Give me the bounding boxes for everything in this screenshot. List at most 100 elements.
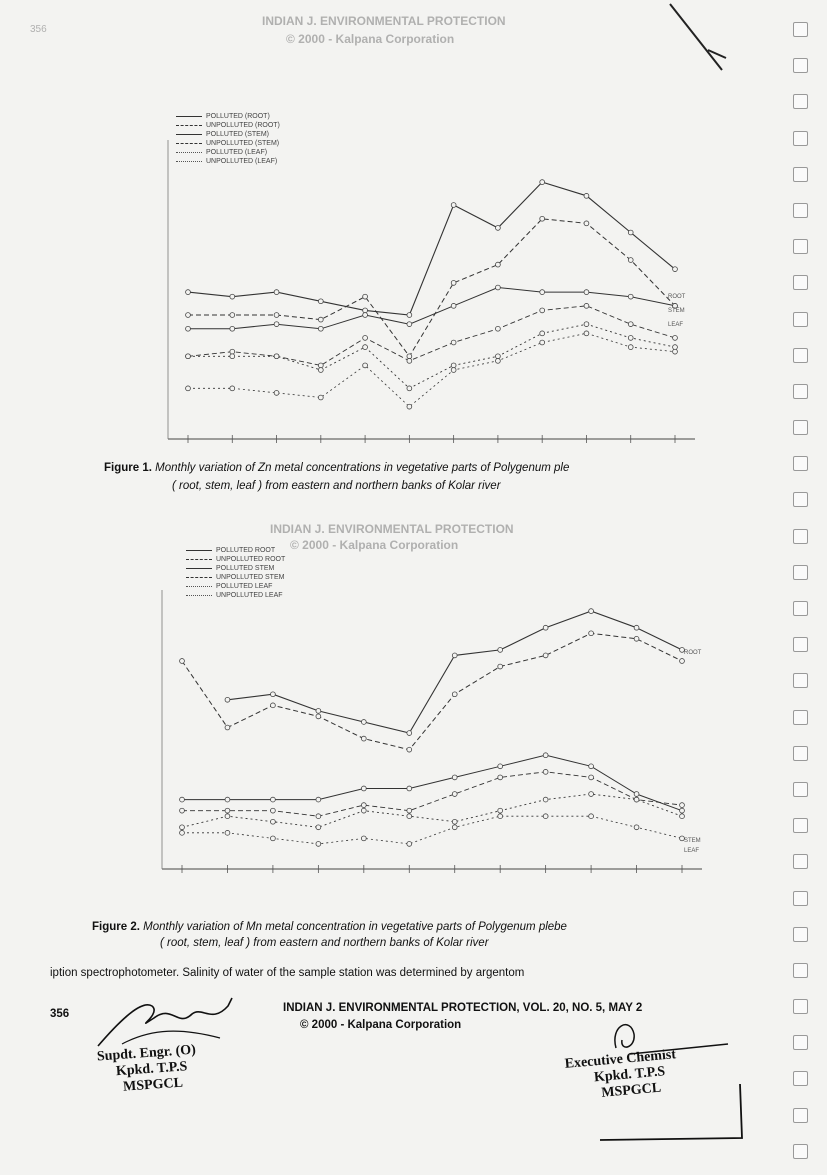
figure2-caption-text: Monthly variation of Mn metal concentrat… (143, 921, 567, 933)
binder-hole (793, 999, 808, 1015)
legend-label: UNPOLLUTED (STEM) (206, 140, 280, 147)
data-point (627, 344, 634, 350)
data-point (362, 362, 368, 369)
right-label: STEM (684, 838, 701, 844)
data-point (406, 746, 413, 753)
data-point (318, 298, 324, 305)
data-point (679, 647, 685, 653)
binder-hole (793, 601, 808, 616)
legend-label: UNPOLLUTED STEM (216, 574, 285, 581)
data-point (497, 763, 503, 770)
pen-mark (669, 3, 727, 71)
figure2-caption-label: Figure 2. (92, 921, 140, 933)
data-point (450, 367, 457, 373)
legend-item: UNPOLLUTED ROOT (186, 555, 285, 564)
legend-item: POLLUTED (ROOT) (176, 112, 280, 121)
legend-label: POLLUTED LEAF (216, 583, 273, 590)
data-point (495, 225, 501, 231)
data-point (270, 796, 276, 803)
data-point (450, 303, 457, 309)
binder-hole (793, 311, 808, 327)
figure2-chart (161, 590, 702, 873)
figure1-caption-text: Monthly variation of Zn metal concentrat… (155, 462, 570, 474)
data-point (362, 335, 368, 341)
figure2-legend: POLLUTED ROOT UNPOLLUTED ROOT POLLUTED S… (186, 546, 285, 600)
binder-hole (793, 564, 808, 580)
data-point (318, 367, 324, 373)
data-point (273, 321, 280, 327)
data-point (406, 785, 413, 792)
binder-hole (793, 673, 808, 689)
series-line (188, 332, 676, 408)
data-point (318, 325, 324, 332)
data-point (672, 348, 678, 355)
data-point (633, 636, 640, 642)
data-point (229, 353, 236, 360)
right-label: STEM (668, 308, 685, 314)
binder-hole (793, 275, 808, 291)
data-point (318, 316, 324, 323)
binder-hole (793, 781, 808, 797)
binder-hole (793, 456, 808, 472)
binder-hole (793, 492, 808, 508)
data-point (542, 752, 549, 759)
data-point (273, 390, 280, 396)
binder-hole (793, 383, 808, 399)
data-point (627, 257, 634, 263)
legend-label: POLLUTED (STEM) (206, 131, 270, 138)
data-point (362, 307, 368, 314)
data-point (495, 358, 501, 364)
data-point (229, 312, 236, 318)
data-point (627, 335, 634, 341)
data-point (185, 325, 191, 332)
binder-hole (793, 818, 808, 834)
data-point (406, 358, 413, 364)
data-point (588, 791, 594, 797)
series-line (188, 218, 676, 358)
series-line (227, 610, 683, 734)
legend-item: POLLUTED STEM (186, 564, 285, 573)
data-point (406, 807, 413, 814)
binder-hole (793, 202, 808, 218)
series-line (181, 632, 683, 751)
data-point (583, 321, 590, 327)
data-point (583, 330, 590, 337)
data-point (406, 813, 413, 819)
data-point (229, 325, 236, 332)
data-point (497, 663, 503, 670)
figure1-caption-line2: ( root, stem, leaf ) from eastern and no… (172, 480, 501, 492)
binder-hole (793, 22, 808, 37)
figure2-caption-line2: ( root, stem, leaf ) from eastern and no… (160, 937, 489, 949)
data-point (495, 353, 501, 360)
data-point (362, 293, 368, 300)
data-point (315, 796, 322, 803)
legend-item: POLLUTED LEAF (186, 582, 285, 591)
data-point (406, 312, 413, 318)
data-point (451, 774, 458, 781)
data-point (318, 362, 324, 369)
data-point (539, 307, 545, 314)
legend-item: UNPOLLUTED STEM (186, 573, 285, 582)
data-point (273, 312, 280, 318)
data-point (179, 824, 185, 831)
data-point (450, 280, 457, 286)
data-point (270, 807, 276, 814)
data-point (588, 813, 594, 819)
series-line (182, 815, 683, 845)
series-line (188, 323, 676, 389)
data-point (406, 385, 413, 392)
data-point (406, 841, 413, 847)
data-point (179, 658, 185, 664)
legend-item: POLLUTED (STEM) (176, 130, 280, 139)
binder-hole (793, 854, 808, 870)
series-line (182, 771, 683, 817)
data-point (539, 330, 545, 337)
data-point (672, 335, 678, 341)
data-point (542, 796, 549, 803)
data-point (406, 321, 413, 327)
data-point (679, 807, 685, 814)
series-line (182, 754, 683, 812)
binder-hole (793, 962, 808, 978)
legend-item: POLLUTED (LEAF) (176, 148, 280, 157)
data-point (495, 284, 501, 291)
